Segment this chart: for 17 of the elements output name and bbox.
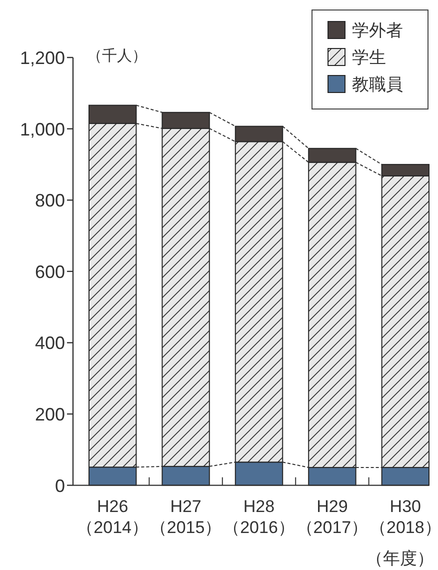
x-tick-label: H29 （2017） — [296, 497, 368, 537]
legend-label: 教職員 — [352, 75, 403, 94]
x-tick-label: H30 （2018） — [369, 497, 438, 537]
legend-label: 学外者 — [352, 21, 403, 40]
y-tick-label: 1,000 — [20, 119, 65, 140]
y-tick-label: 800 — [34, 190, 65, 211]
legend-label: 学生 — [352, 48, 386, 68]
x-axis-title: （年度） — [366, 549, 434, 568]
y-axis-title: （千人） — [87, 48, 147, 64]
x-tick-label: H26 （2014） — [76, 497, 149, 537]
x-tick-label: H28 （2016） — [223, 497, 295, 537]
x-tick-label: H27 （2015） — [150, 497, 222, 537]
y-tick-label: 0 — [54, 476, 65, 496]
y-tick-label: 600 — [34, 262, 65, 282]
y-tick-label: 200 — [34, 404, 65, 424]
y-tick-label: 1,200 — [20, 48, 65, 68]
y-tick-label: 400 — [34, 333, 65, 354]
